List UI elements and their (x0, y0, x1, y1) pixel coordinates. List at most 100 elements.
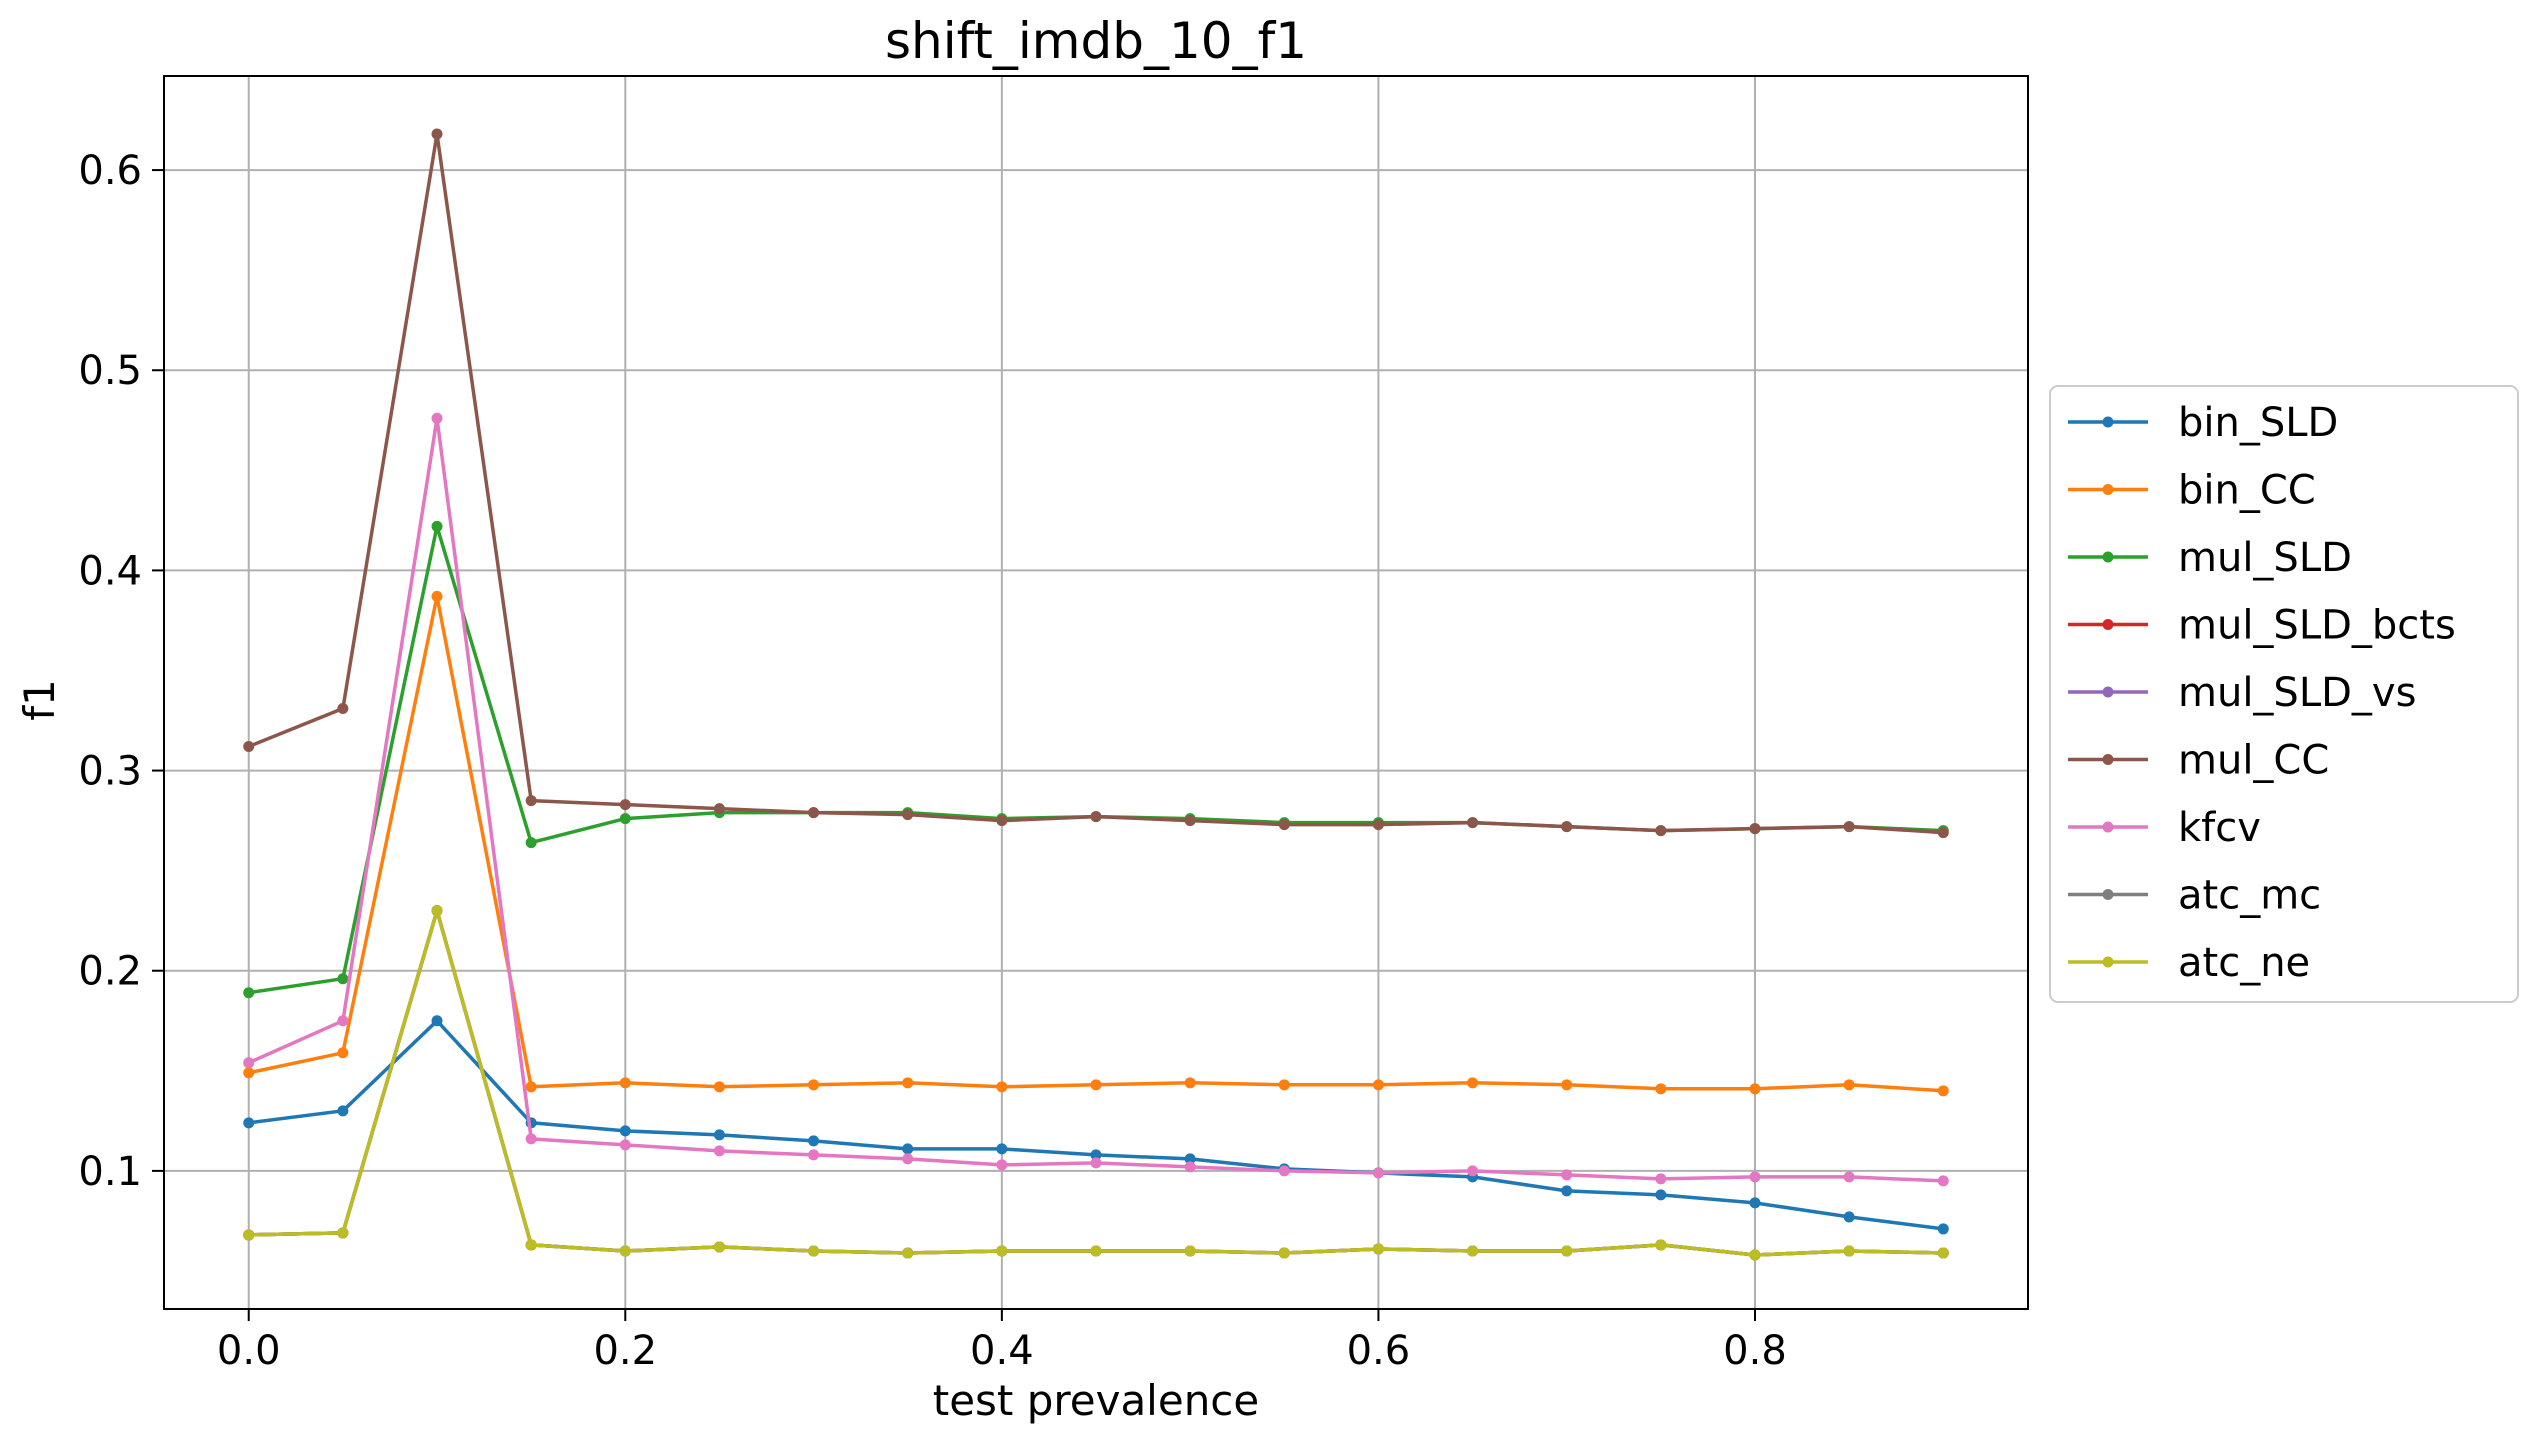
data-point (1090, 811, 1102, 823)
series-line-bin-cc (248, 594, 1944, 1093)
data-point (996, 1245, 1008, 1257)
x-axis-label: test prevalence (933, 1376, 1260, 1425)
legend-item: bin_CC (2068, 468, 2316, 514)
data-point (525, 1239, 537, 1251)
data-point (996, 1081, 1008, 1093)
series-line-bin-sld (248, 1019, 1944, 1231)
data-point (431, 905, 443, 917)
data-point (902, 1153, 914, 1165)
data-point (996, 1159, 1008, 1171)
data-point (1090, 1149, 1102, 1161)
data-point (1278, 1165, 1290, 1177)
data-point (1749, 823, 1761, 835)
legend-item: mul_CC (2068, 738, 2329, 784)
data-point (525, 837, 537, 849)
data-point (1561, 1245, 1573, 1257)
data-point (1843, 1171, 1855, 1183)
legend-marker (2102, 551, 2114, 563)
legend-marker (2102, 956, 2114, 968)
data-point (243, 741, 255, 753)
legend-label: mul_SLD (2178, 535, 2352, 581)
data-point (1090, 1157, 1102, 1169)
y-axis-label: f1 (15, 679, 64, 721)
data-point (996, 815, 1008, 827)
data-point (337, 1047, 349, 1059)
data-point (1278, 1247, 1290, 1259)
data-point (1749, 1249, 1761, 1261)
series-layer (243, 128, 1949, 1261)
data-point (431, 412, 443, 424)
data-point (1843, 821, 1855, 833)
data-point (243, 1057, 255, 1069)
legend-label: mul_SLD_vs (2178, 670, 2416, 716)
data-point (1184, 815, 1196, 827)
data-point (243, 1229, 255, 1241)
data-point (1372, 1079, 1384, 1091)
data-point (1372, 1243, 1384, 1255)
series-line-kfcv (247, 416, 1944, 1183)
data-point (619, 1245, 631, 1257)
legend-marker (2102, 754, 2114, 765)
legend-marker (2102, 821, 2114, 833)
data-point (243, 1067, 255, 1079)
data-point (525, 795, 537, 807)
legend-label: bin_CC (2178, 468, 2316, 514)
data-point (1184, 1245, 1196, 1257)
series-kfcv (243, 412, 1949, 1187)
legend-label: bin_SLD (2178, 400, 2338, 446)
data-point (1655, 1173, 1667, 1185)
data-point (902, 1077, 914, 1089)
data-point (1655, 1239, 1667, 1251)
data-point (1090, 1079, 1102, 1091)
data-point (1561, 1169, 1573, 1181)
data-point (1937, 1247, 1949, 1259)
legend-marker (2102, 686, 2114, 698)
data-point (1184, 1077, 1196, 1089)
y-tick-label: 0.4 (78, 548, 142, 594)
data-point (1843, 1079, 1855, 1091)
data-point (902, 1143, 914, 1155)
data-point (431, 128, 443, 140)
x-tick-label: 0.2 (593, 1328, 657, 1374)
data-point (1090, 1245, 1102, 1257)
data-point (1843, 1211, 1855, 1223)
legend-item: atc_ne (2068, 940, 2310, 986)
legend-label: mul_CC (2178, 738, 2329, 784)
data-point (1561, 821, 1573, 833)
data-point (808, 1079, 820, 1091)
data-point (1184, 1153, 1196, 1165)
data-point (902, 1247, 914, 1259)
data-point (1278, 819, 1290, 831)
data-point (619, 1125, 631, 1137)
data-point (1749, 1083, 1761, 1095)
legend-box (2049, 385, 2519, 1003)
data-point (619, 799, 631, 811)
series-line-mul-cc (248, 132, 1944, 835)
legend-item: mul_SLD_bcts (2068, 603, 2456, 649)
data-point (1843, 1245, 1855, 1257)
legend-label: kfcv (2178, 805, 2261, 851)
legend-item: kfcv (2068, 805, 2261, 851)
data-point (808, 1245, 820, 1257)
y-tick-label: 0.3 (78, 749, 142, 795)
plot-frame (163, 75, 2029, 1310)
data-point (1561, 1079, 1573, 1091)
data-point (808, 1135, 820, 1147)
legend-item: mul_SLD (2068, 535, 2352, 581)
data-point (337, 973, 349, 985)
grid-lines (164, 76, 2028, 1309)
data-point (431, 520, 443, 532)
data-point (808, 1149, 820, 1161)
x-tick-label: 0.6 (1347, 1328, 1411, 1374)
chart-title: shift_imdb_10_f1 (885, 12, 1307, 70)
legend-marker (2102, 889, 2114, 900)
data-point (1372, 819, 1384, 831)
data-point (1372, 1167, 1384, 1179)
data-point (243, 987, 255, 999)
data-point (996, 1143, 1008, 1155)
data-point (525, 1081, 537, 1093)
data-point (1749, 1197, 1761, 1209)
data-point (1467, 817, 1479, 829)
data-point (1655, 1189, 1667, 1201)
